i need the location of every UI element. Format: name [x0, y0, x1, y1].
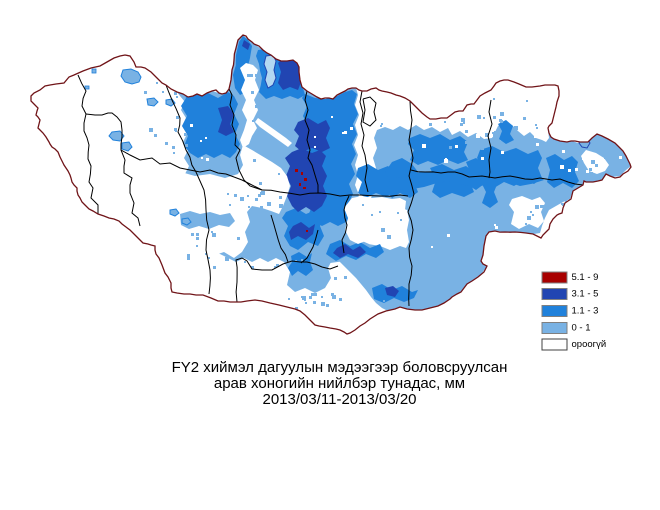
svg-text:0 - 1: 0 - 1	[572, 323, 591, 334]
svg-text:3.1 - 5: 3.1 - 5	[572, 289, 599, 300]
svg-text:ороогүй: ороогүй	[572, 339, 607, 350]
svg-text:1.1 - 3: 1.1 - 3	[572, 306, 599, 317]
svg-text:5.1 - 9: 5.1 - 9	[572, 272, 599, 283]
